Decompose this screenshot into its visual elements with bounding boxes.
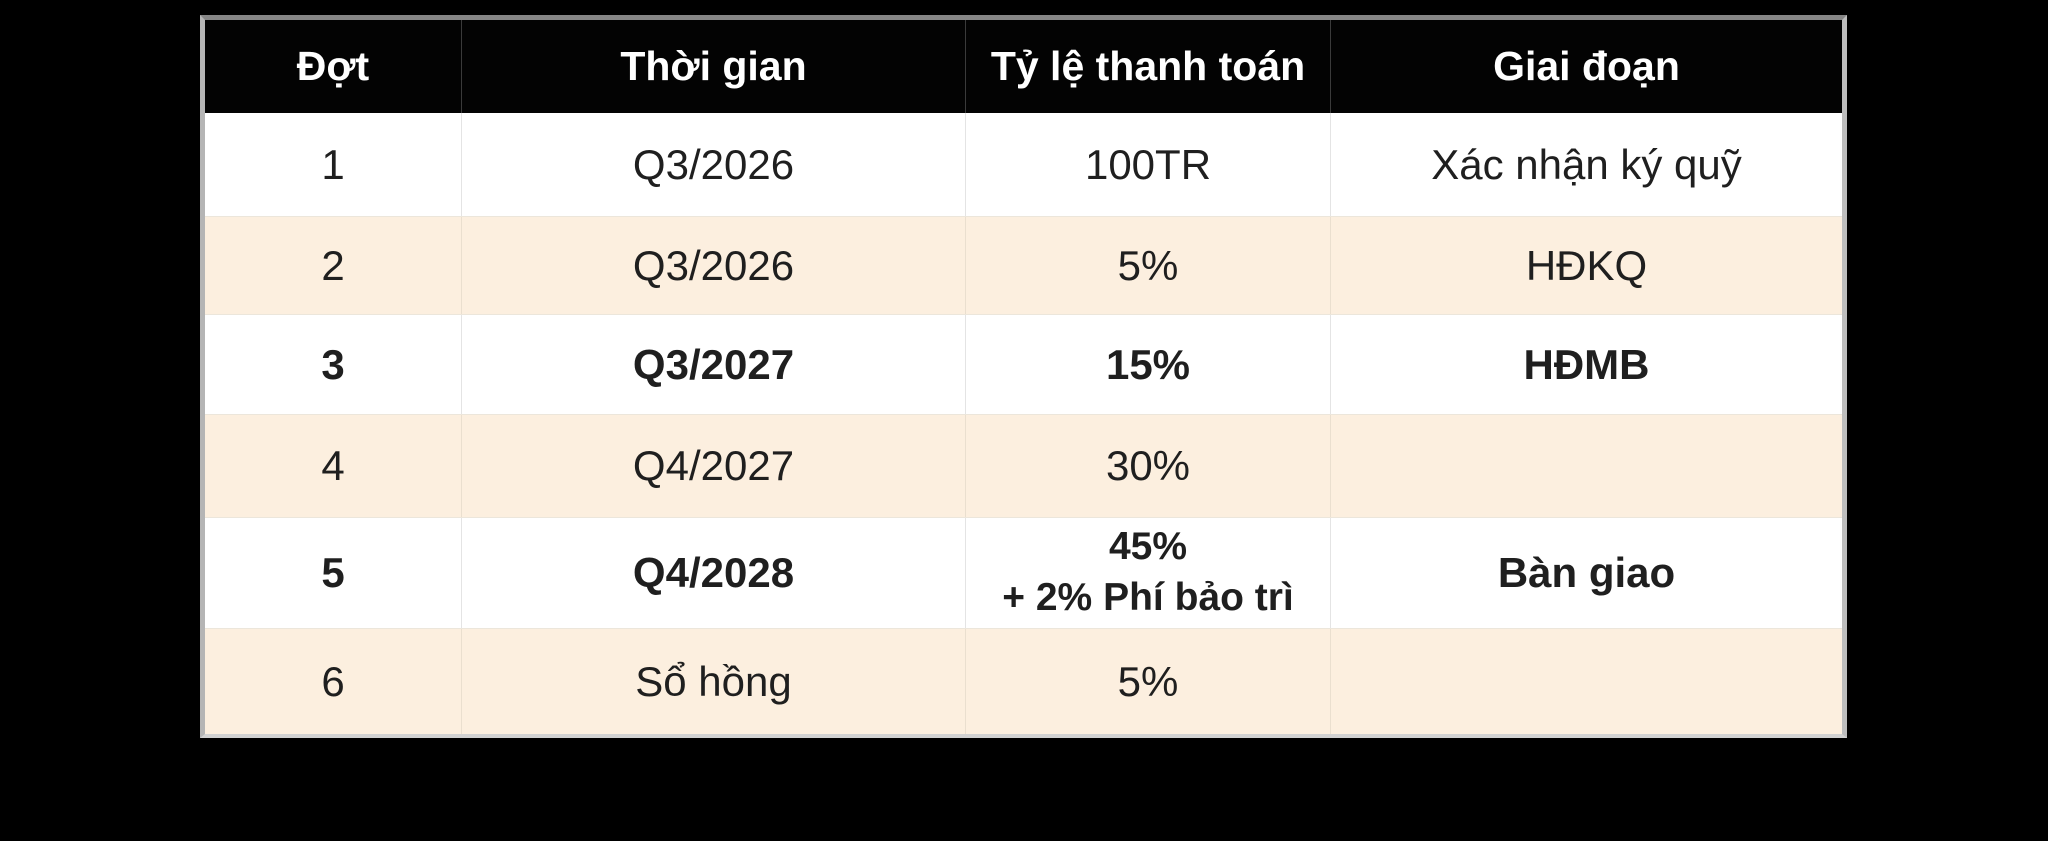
- cell-payment-rate: 15%: [966, 315, 1331, 414]
- header-cell-installment: Đợt: [205, 20, 462, 113]
- cell-installment: 2: [205, 217, 462, 314]
- cell-stage: Bàn giao: [1497, 549, 1676, 597]
- table-header-row: Đợt Thời gian Tỷ lệ thanh toán Giai đoạn: [205, 20, 1842, 113]
- cell-installment: 5: [205, 518, 462, 628]
- cell-time: Q3/2026: [462, 113, 966, 216]
- cell-installment: 4: [205, 415, 462, 517]
- cell-time: Sổ hồng: [462, 629, 966, 734]
- cell-installment: 6: [205, 629, 462, 734]
- table-row: 4 Q4/2027 30%: [205, 414, 1842, 517]
- cell-payment-rate: 5%: [966, 217, 1331, 314]
- table-row: 1 Q3/2026 100TR Xác nhận ký quỹ: [205, 113, 1842, 216]
- cell-time: Q3/2026: [462, 217, 966, 314]
- payment-schedule-table: Đợt Thời gian Tỷ lệ thanh toán Giai đoạn…: [200, 15, 1847, 738]
- cell-stage: [1331, 629, 1842, 734]
- header-cell-stage: Giai đoạn: [1493, 43, 1680, 90]
- table-row: 6 Sổ hồng 5%: [205, 628, 1842, 734]
- cell-payment-rate: 100TR: [966, 113, 1331, 216]
- cell-stage: Xác nhận ký quỹ: [1431, 140, 1742, 188]
- cell-stage: HĐMB: [1523, 340, 1650, 388]
- table-row: 3 Q3/2027 15% HĐMB: [205, 314, 1842, 414]
- cell-installment: 1: [205, 113, 462, 216]
- table-row: 5 Q4/2028 45% + 2% Phí bảo trì Bàn giao: [205, 517, 1842, 628]
- cell-stage: [1331, 415, 1842, 517]
- cell-installment: 3: [205, 315, 462, 414]
- cell-time: Q4/2028: [462, 518, 966, 628]
- cell-payment-rate: 5%: [966, 629, 1331, 734]
- cell-stage: HĐKQ: [1525, 241, 1648, 289]
- cell-payment-rate: 30%: [966, 415, 1331, 517]
- cell-payment-rate: 45% + 2% Phí bảo trì: [966, 518, 1331, 628]
- table-row: 2 Q3/2026 5% HĐKQ: [205, 216, 1842, 314]
- cell-time: Q4/2027: [462, 415, 966, 517]
- header-cell-time: Thời gian: [462, 20, 966, 113]
- cell-time: Q3/2027: [462, 315, 966, 414]
- header-cell-payment-rate: Tỷ lệ thanh toán: [966, 20, 1331, 113]
